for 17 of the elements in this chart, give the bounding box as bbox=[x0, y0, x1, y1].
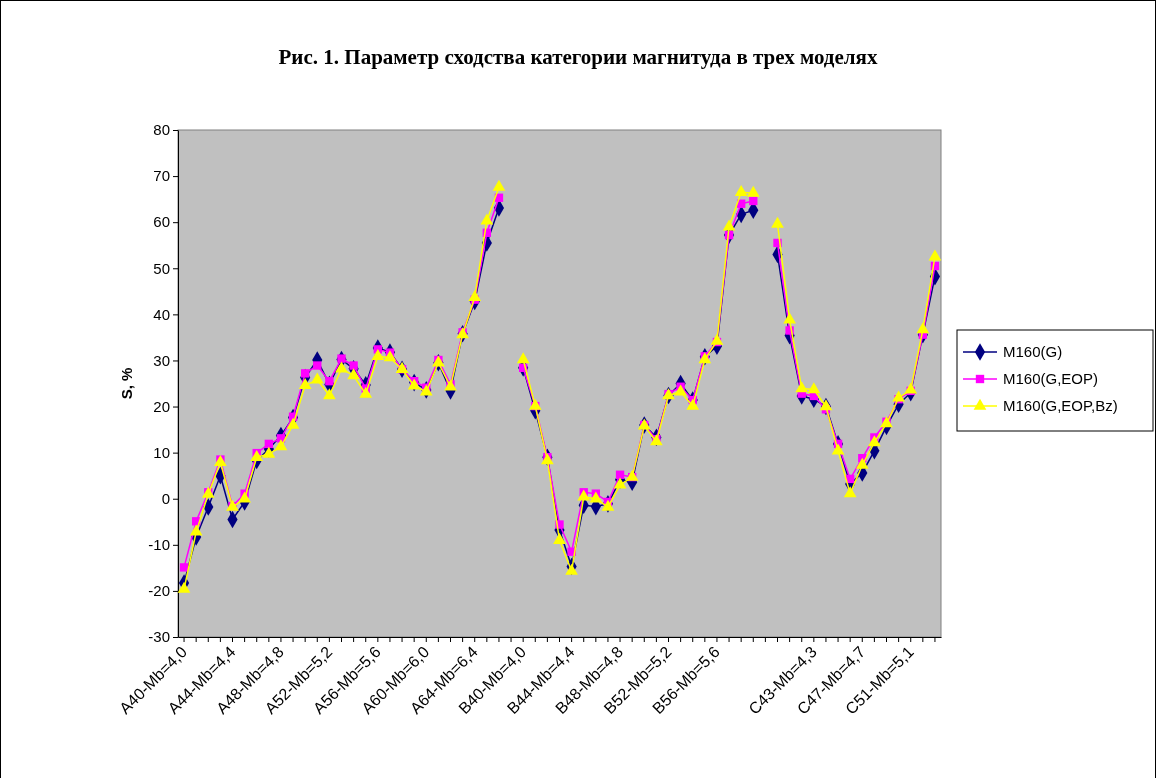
y-tick-label: -20 bbox=[148, 582, 170, 600]
y-axis-title: S, % bbox=[118, 367, 135, 400]
y-tick-label: 40 bbox=[153, 305, 170, 323]
y-tick-label: 0 bbox=[161, 490, 170, 508]
y-tick-label: -30 bbox=[148, 628, 170, 646]
y-tick-label: 60 bbox=[153, 213, 170, 231]
legend-label: M160(G,EOP) bbox=[1003, 370, 1099, 387]
legend-label: M160(G,EOP,Bz) bbox=[1003, 397, 1118, 414]
y-tick-label: 20 bbox=[153, 397, 170, 415]
y-tick-label: 50 bbox=[153, 259, 170, 277]
legend-label: M160(G) bbox=[1003, 343, 1063, 360]
chart-title: Рис. 1. Параметр сходства категории магнитуда в трех моделях bbox=[278, 45, 878, 69]
y-tick-label: -10 bbox=[148, 536, 170, 554]
y-tick-label: 30 bbox=[153, 351, 170, 369]
y-tick-label: 70 bbox=[153, 167, 170, 185]
y-tick-label: 80 bbox=[153, 121, 170, 139]
y-tick-label: 10 bbox=[153, 443, 170, 461]
